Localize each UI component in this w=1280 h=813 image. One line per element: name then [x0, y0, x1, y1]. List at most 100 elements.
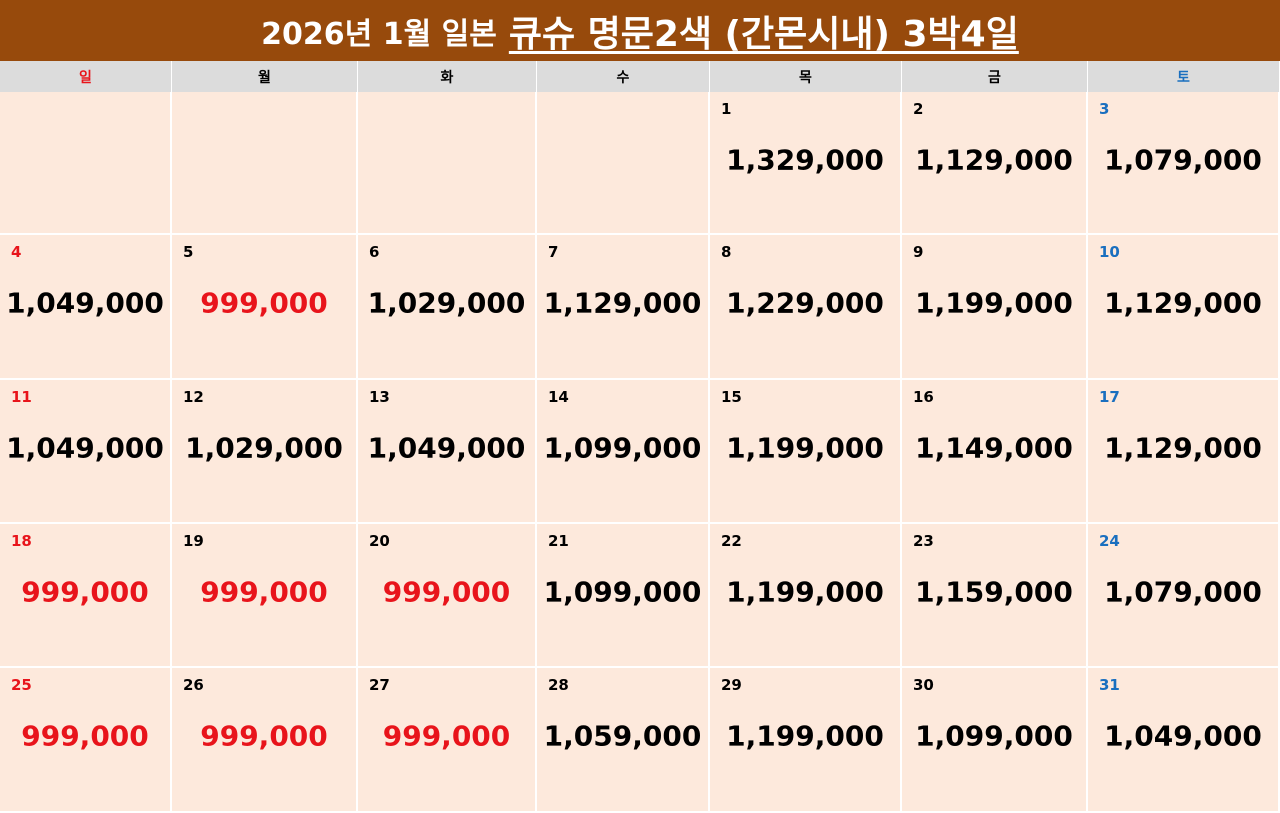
day-number: 14 [548, 388, 569, 406]
price: 1,199,000 [726, 719, 884, 753]
day-number: 21 [548, 532, 569, 550]
price: 1,029,000 [367, 286, 526, 320]
price: 1,059,000 [543, 719, 702, 753]
day-cell: 8 1,229,000 [710, 235, 902, 380]
weekday-header: 월 [172, 61, 358, 92]
day-cell: 7 1,129,000 [537, 235, 710, 380]
day-number: 18 [11, 532, 32, 550]
day-cell [0, 92, 172, 235]
price: 1,049,000 [6, 431, 164, 465]
day-cell: 14 1,099,000 [537, 380, 710, 524]
day-cell: 16 1,149,000 [902, 380, 1088, 524]
price: 1,199,000 [726, 431, 884, 465]
weekday-header: 목 [710, 61, 902, 92]
day-number: 20 [369, 532, 390, 550]
day-number: 25 [11, 676, 32, 694]
price: 999,000 [200, 719, 328, 753]
price: 1,079,000 [1104, 575, 1262, 609]
day-cell: 6 1,029,000 [358, 235, 537, 380]
price: 1,199,000 [726, 575, 884, 609]
price: 999,000 [200, 575, 328, 609]
day-number: 31 [1099, 676, 1120, 694]
day-number: 26 [183, 676, 204, 694]
price: 1,149,000 [915, 431, 1073, 465]
day-number: 23 [913, 532, 934, 550]
price: 999,000 [21, 719, 149, 753]
weekday-header: 토 [1088, 61, 1280, 92]
day-number: 16 [913, 388, 934, 406]
day-number: 28 [548, 676, 569, 694]
day-number: 15 [721, 388, 742, 406]
title-prefix: 2026년 1월 일본 [261, 16, 497, 52]
day-number: 30 [913, 676, 934, 694]
day-number: 7 [548, 243, 559, 261]
day-cell: 1 1,329,000 [710, 92, 902, 235]
price: 1,129,000 [915, 143, 1073, 177]
weekday-header: 금 [902, 61, 1088, 92]
day-cell: 24 1,079,000 [1088, 524, 1280, 668]
day-cell: 2 1,129,000 [902, 92, 1088, 235]
weekday-header: 수 [537, 61, 710, 92]
day-number: 11 [11, 388, 32, 406]
price: 1,099,000 [543, 575, 702, 609]
day-cell: 3 1,079,000 [1088, 92, 1280, 235]
price: 1,129,000 [1104, 286, 1262, 320]
day-cell: 12 1,029,000 [172, 380, 358, 524]
day-cell: 20 999,000 [358, 524, 537, 668]
day-number: 29 [721, 676, 742, 694]
price: 1,029,000 [185, 431, 343, 465]
day-number: 5 [183, 243, 194, 261]
day-number: 8 [721, 243, 732, 261]
day-cell: 5 999,000 [172, 235, 358, 380]
day-number: 19 [183, 532, 204, 550]
day-number: 17 [1099, 388, 1120, 406]
day-cell: 25 999,000 [0, 668, 172, 813]
price: 1,159,000 [915, 575, 1073, 609]
day-cell: 17 1,129,000 [1088, 380, 1280, 524]
day-number: 13 [369, 388, 390, 406]
day-number: 1 [721, 100, 732, 118]
day-cell: 10 1,129,000 [1088, 235, 1280, 380]
day-cell: 9 1,199,000 [902, 235, 1088, 380]
day-number: 12 [183, 388, 204, 406]
price: 1,099,000 [915, 719, 1073, 753]
price: 1,229,000 [726, 286, 884, 320]
day-number: 22 [721, 532, 742, 550]
day-cell: 27 999,000 [358, 668, 537, 813]
day-cell: 19 999,000 [172, 524, 358, 668]
day-number: 2 [913, 100, 924, 118]
price: 1,049,000 [1104, 719, 1262, 753]
day-cell: 26 999,000 [172, 668, 358, 813]
day-cell: 18 999,000 [0, 524, 172, 668]
day-number: 6 [369, 243, 380, 261]
price: 999,000 [21, 575, 149, 609]
price: 1,099,000 [543, 431, 702, 465]
day-cell: 15 1,199,000 [710, 380, 902, 524]
day-cell: 13 1,049,000 [358, 380, 537, 524]
day-number: 27 [369, 676, 390, 694]
price: 1,199,000 [915, 286, 1073, 320]
day-number: 10 [1099, 243, 1120, 261]
day-cell [537, 92, 710, 235]
day-number: 4 [11, 243, 22, 261]
day-cell: 31 1,049,000 [1088, 668, 1280, 813]
day-cell: 28 1,059,000 [537, 668, 710, 813]
title-main: 큐슈 명문2색 (간몬시내) 3박4일 [508, 13, 1019, 55]
day-cell: 11 1,049,000 [0, 380, 172, 524]
day-cell: 22 1,199,000 [710, 524, 902, 668]
weekday-header: 화 [358, 61, 537, 92]
day-number: 3 [1099, 100, 1110, 118]
day-cell [172, 92, 358, 235]
price: 1,049,000 [367, 431, 526, 465]
day-number: 9 [913, 243, 924, 261]
day-cell: 29 1,199,000 [710, 668, 902, 813]
day-cell: 21 1,099,000 [537, 524, 710, 668]
price: 999,000 [382, 575, 511, 609]
price: 1,079,000 [1104, 143, 1262, 177]
day-number: 24 [1099, 532, 1120, 550]
price: 999,000 [382, 719, 511, 753]
day-cell [358, 92, 537, 235]
day-cell: 4 1,049,000 [0, 235, 172, 380]
day-cell: 30 1,099,000 [902, 668, 1088, 813]
